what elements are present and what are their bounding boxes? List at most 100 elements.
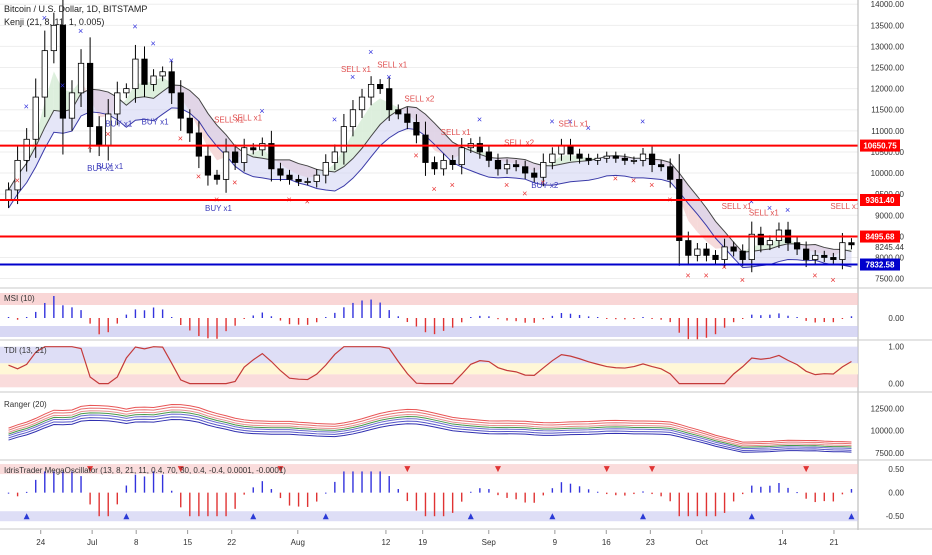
price-level-badge (860, 230, 900, 243)
mega-title: IdrisTrader MegaOscillator (13, 8, 21, 1… (4, 466, 286, 475)
time-tick-label: 9 (553, 538, 558, 547)
sell-x-marker: × (432, 184, 437, 194)
candle-body (494, 159, 502, 170)
mega-bar (687, 492, 690, 517)
sell-x-marker: × (685, 271, 690, 281)
msi-panel: MSI (10) (0, 293, 858, 340)
msi-bar (352, 302, 354, 318)
msi-bar (787, 315, 789, 318)
candle-body (440, 159, 447, 170)
signal-label: BUY x2 (531, 181, 559, 190)
candle-body (349, 109, 357, 128)
msi-bar (252, 315, 254, 318)
mega-bar (497, 492, 499, 496)
mega-bar (642, 491, 644, 493)
msi-bar (53, 296, 55, 318)
mega-bar (470, 491, 472, 493)
msi-bar (180, 318, 182, 326)
mega-bar (152, 471, 155, 493)
mega-bar (814, 492, 816, 503)
mega-bar (80, 476, 82, 493)
candle-body (340, 126, 348, 153)
msi-bar (515, 318, 517, 322)
tdi-panel: TDI (13, 21) (0, 346, 858, 388)
mega-bar (742, 492, 744, 495)
sell-x-marker: × (522, 188, 527, 198)
msi-bar (116, 318, 118, 324)
price-tick-label: 7500.00 (875, 275, 904, 284)
msi-bar (633, 318, 635, 319)
ranger-tick-label: 12500.00 (871, 404, 905, 413)
mega-sell-triangle (649, 466, 656, 473)
mega-bar (198, 492, 200, 517)
mega-sell-triangle (277, 466, 284, 473)
msi-bar (388, 310, 390, 318)
mega-buy-triangle (23, 513, 30, 520)
candle-body (612, 155, 619, 159)
msi-bar (325, 317, 327, 318)
mega-bar (433, 492, 436, 517)
candle-body (549, 153, 556, 163)
tdi-upper-zone (0, 346, 858, 364)
sell-x-marker: × (504, 180, 509, 190)
candle-body (821, 254, 828, 258)
msi-bar (461, 318, 463, 323)
msi-bar (479, 315, 481, 318)
msi-bar (216, 318, 218, 339)
price-tick-label: 11000.00 (871, 127, 904, 136)
candle-body (304, 181, 311, 183)
price-tick-label: 12000.00 (871, 85, 905, 94)
sell-x-marker: × (87, 142, 92, 152)
price-tick-label: 13000.00 (871, 42, 905, 51)
candle-body (222, 151, 230, 180)
msi-bar (35, 311, 37, 318)
mega-bar (524, 492, 526, 503)
buy-x-marker: × (132, 22, 137, 32)
mega-bar (189, 492, 191, 517)
time-tick-label: 19 (418, 538, 427, 547)
mega-buy-triangle (748, 513, 755, 520)
price-tick-label: 10500.00 (871, 148, 905, 157)
msi-bar (98, 318, 100, 335)
mega-bar (461, 492, 463, 502)
mega-bar (288, 492, 291, 506)
sell-x-marker: × (540, 178, 545, 188)
ma-cloud-segment (561, 155, 571, 165)
candle-body (422, 134, 429, 163)
buy-x-marker: × (368, 47, 373, 57)
msi-bar (497, 318, 499, 320)
mega-bar (542, 492, 544, 496)
msi-bar (25, 317, 28, 318)
sell-x-marker: × (812, 271, 817, 281)
msi-bar (370, 299, 372, 318)
mega-bar (415, 492, 418, 511)
candle-body (32, 96, 39, 140)
sell-x-marker: × (649, 180, 654, 190)
kenji-lower-band-fill (8, 84, 852, 268)
sell-x-marker: × (305, 197, 310, 207)
msi-bar (705, 318, 708, 338)
mega-bar (225, 492, 227, 517)
buy-x-marker: × (42, 13, 47, 23)
mega-bar (633, 492, 635, 495)
mega-sell-triangle (177, 466, 184, 473)
signal-label: BUY x1 (142, 118, 170, 127)
candle-body (177, 92, 184, 119)
mega-bar (451, 492, 454, 513)
sell-x-marker: × (830, 275, 835, 285)
sell-x-marker: × (703, 271, 708, 281)
candle-body (413, 121, 420, 136)
kenji-lower-band-line (8, 107, 852, 269)
time-tick-label: 16 (602, 538, 611, 547)
mega-bar (107, 492, 109, 517)
time-tick-label: 14 (778, 538, 787, 547)
ranger-band-line (8, 406, 852, 445)
candle-body (286, 174, 293, 180)
mega-bar (25, 491, 28, 493)
buy-x-marker: × (24, 102, 29, 112)
msi-bar (71, 307, 73, 318)
candle-body (358, 96, 366, 111)
mega-bar (533, 492, 535, 503)
mega-bar (16, 492, 19, 497)
